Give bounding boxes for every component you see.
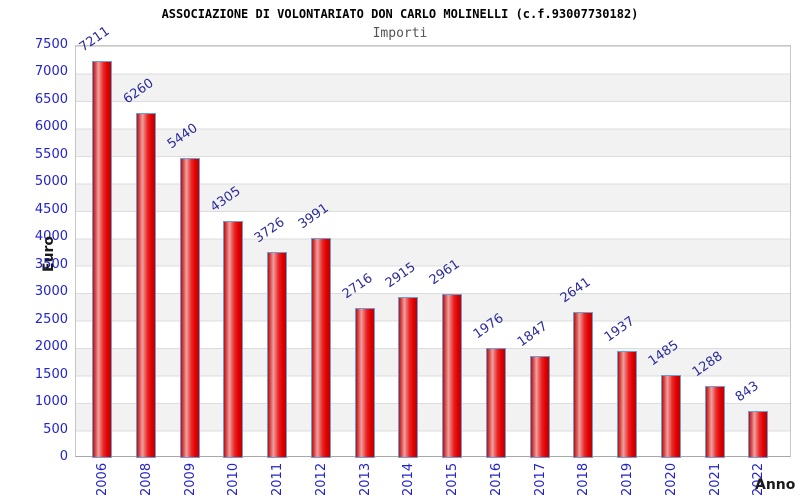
- bar-2015: [442, 294, 462, 458]
- x-tick-label: 2006: [95, 462, 110, 496]
- y-tick-label: 2000: [34, 339, 68, 355]
- x-axis-title: Anno: [755, 477, 796, 493]
- bar-2013: [354, 307, 375, 458]
- bar-2021: [704, 386, 725, 458]
- x-tick-label: 2008: [138, 462, 154, 496]
- y-axis-title: Euro: [41, 235, 57, 272]
- y-tick-label: 500: [43, 421, 68, 437]
- x-tick-label: 2014: [401, 462, 417, 496]
- y-tick-label: 4500: [34, 201, 68, 217]
- y-tick-label: 3500: [34, 256, 68, 272]
- bar-2022: [748, 410, 769, 458]
- x-tick-label: 2020: [663, 462, 679, 496]
- bar-2012: [310, 237, 331, 458]
- x-tick-label: 2012: [313, 462, 329, 496]
- y-tick-label: 7000: [34, 64, 68, 80]
- x-tick-label: 2016: [488, 462, 504, 496]
- x-tick-label: 2021: [707, 462, 723, 496]
- bar-2009: [179, 158, 200, 458]
- y-tick-label: 4000: [34, 229, 68, 245]
- y-tick-label: 1000: [34, 394, 68, 410]
- chart-title: ASSOCIAZIONE DI VOLONTARIATO DON CARLO M…: [161, 7, 639, 21]
- x-tick-label: 2013: [357, 462, 373, 496]
- y-tick-label: 6500: [34, 91, 68, 107]
- bar-2010: [223, 220, 244, 458]
- x-tick-label: 2011: [270, 462, 285, 496]
- x-tick-label: 2015: [445, 462, 460, 496]
- y-tick-label: 1500: [34, 366, 68, 382]
- bar-2011: [267, 252, 287, 458]
- y-tick-label: 5000: [34, 174, 68, 190]
- y-tick-label: 7500: [34, 37, 68, 52]
- y-tick-label: 3000: [34, 284, 68, 300]
- bar-2018: [573, 311, 594, 458]
- bar-2017: [529, 355, 550, 458]
- y-tick-label: 0: [59, 449, 68, 464]
- bar-2020: [660, 375, 681, 458]
- bar-2016: [485, 348, 506, 458]
- x-tick-label: 2019: [620, 462, 635, 496]
- x-tick-label: 2018: [576, 462, 592, 496]
- chart-subtitle: Importi: [372, 26, 428, 41]
- bar-2008: [135, 113, 156, 458]
- bar-2019: [617, 350, 637, 458]
- bar-2014: [398, 296, 419, 458]
- y-tick-label: 2500: [34, 311, 68, 327]
- x-tick-label: 2010: [226, 462, 242, 496]
- y-tick-label: 5500: [34, 146, 68, 162]
- x-tick-label: 2009: [182, 462, 198, 496]
- y-tick-label: 6000: [34, 119, 68, 135]
- bar-2006: [92, 60, 112, 458]
- x-tick-label: 2017: [532, 462, 548, 496]
